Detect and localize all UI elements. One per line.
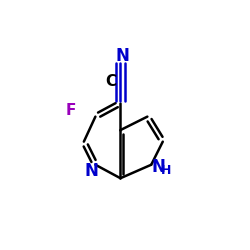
Text: C: C xyxy=(105,74,116,88)
Text: F: F xyxy=(65,103,76,118)
Text: H: H xyxy=(160,164,171,177)
Text: N: N xyxy=(84,162,98,180)
Text: N: N xyxy=(116,47,129,65)
Text: N: N xyxy=(151,158,165,176)
